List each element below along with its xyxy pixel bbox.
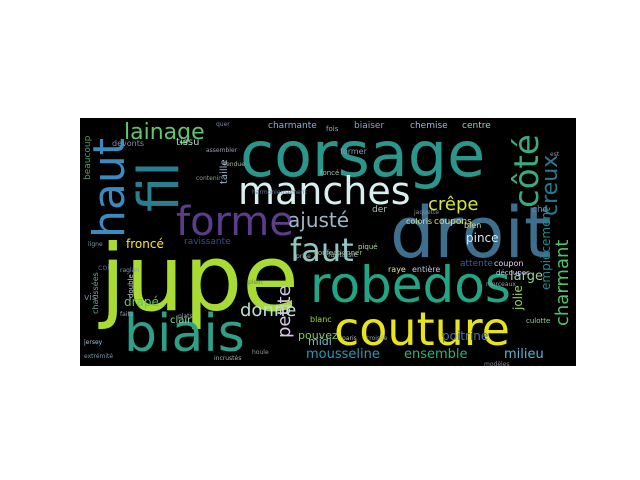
word: ravissante bbox=[184, 237, 231, 247]
word: croisée bbox=[366, 335, 388, 342]
word: couture bbox=[334, 302, 510, 356]
word: chemise bbox=[410, 121, 448, 131]
word: froncé bbox=[126, 237, 164, 251]
word: morceaux bbox=[486, 281, 516, 288]
word: jaquette bbox=[414, 209, 440, 216]
word: beaucoup bbox=[83, 135, 93, 180]
word: former bbox=[340, 147, 367, 156]
word: coupon bbox=[494, 259, 524, 268]
word: der bbox=[372, 205, 387, 215]
word: col bbox=[98, 263, 110, 272]
word: fois bbox=[326, 125, 339, 133]
word: tissu bbox=[176, 137, 200, 148]
word: midi bbox=[308, 335, 332, 348]
word: ajusté bbox=[288, 208, 350, 232]
word: assembler bbox=[206, 147, 238, 154]
word: manches bbox=[238, 169, 411, 213]
word: plein bbox=[248, 279, 263, 286]
word: paris bbox=[342, 335, 357, 342]
word: crêpe bbox=[428, 194, 479, 215]
word: poitrine bbox=[442, 329, 489, 343]
word: quer bbox=[216, 121, 230, 128]
word: jolie bbox=[511, 285, 525, 310]
word: fantaisie bbox=[328, 251, 359, 259]
word: coloris bbox=[406, 217, 433, 226]
word: robedos bbox=[310, 256, 511, 314]
word: coupons bbox=[434, 217, 472, 227]
word: large bbox=[510, 269, 543, 284]
word: jersey bbox=[84, 339, 103, 346]
word: biais bbox=[124, 304, 245, 364]
word: forme bbox=[176, 199, 294, 245]
word: fendue bbox=[224, 161, 245, 168]
word: attente bbox=[460, 259, 493, 269]
word: plats bbox=[178, 313, 193, 320]
word: modèles bbox=[484, 361, 510, 367]
word: est bbox=[550, 151, 560, 158]
word: clair bbox=[170, 315, 192, 326]
word: faut bbox=[290, 231, 354, 269]
word: double bbox=[127, 274, 135, 298]
word: bien bbox=[464, 221, 482, 230]
word: pince bbox=[466, 231, 499, 245]
word: extrémité bbox=[84, 353, 114, 360]
word: cho bbox=[532, 205, 549, 215]
word: découpes bbox=[496, 269, 530, 277]
word: raglan bbox=[120, 267, 140, 274]
word: jupe bbox=[100, 225, 299, 332]
word: charmante bbox=[268, 121, 317, 131]
word: confectionner bbox=[314, 249, 363, 257]
word: contenir bbox=[196, 175, 221, 182]
word: foncé bbox=[320, 169, 340, 177]
word: ligne bbox=[88, 241, 103, 248]
word: drapé bbox=[124, 295, 159, 309]
word: petite bbox=[274, 285, 295, 338]
word: culotte bbox=[526, 317, 551, 325]
word: raye bbox=[388, 265, 406, 274]
word: blanc bbox=[310, 315, 332, 324]
word: entière bbox=[412, 265, 441, 274]
word: pouvez bbox=[298, 329, 338, 342]
word: faits bbox=[120, 311, 133, 318]
word: vis bbox=[84, 293, 97, 303]
word: incrustés bbox=[214, 355, 242, 362]
word: piqué bbox=[358, 243, 378, 251]
word: centre bbox=[462, 121, 491, 131]
word: lainage bbox=[124, 120, 205, 145]
word: houle bbox=[252, 349, 269, 356]
word: prise bbox=[296, 253, 311, 260]
word-cloud-image: jupe corsage droit couture robedos biais… bbox=[80, 118, 576, 366]
word: charmant bbox=[552, 239, 573, 326]
word: droit bbox=[390, 192, 552, 274]
word: ensemble bbox=[404, 347, 468, 362]
word: mousseline bbox=[306, 347, 380, 362]
word: biaiser bbox=[354, 121, 385, 131]
word: corsage bbox=[240, 118, 486, 191]
word: donne bbox=[240, 300, 297, 321]
word: harmonieusement bbox=[252, 189, 307, 196]
word: haut bbox=[84, 138, 135, 238]
word: chaussées bbox=[91, 272, 100, 314]
word: milieu bbox=[504, 347, 544, 362]
word: devonts bbox=[112, 139, 145, 148]
